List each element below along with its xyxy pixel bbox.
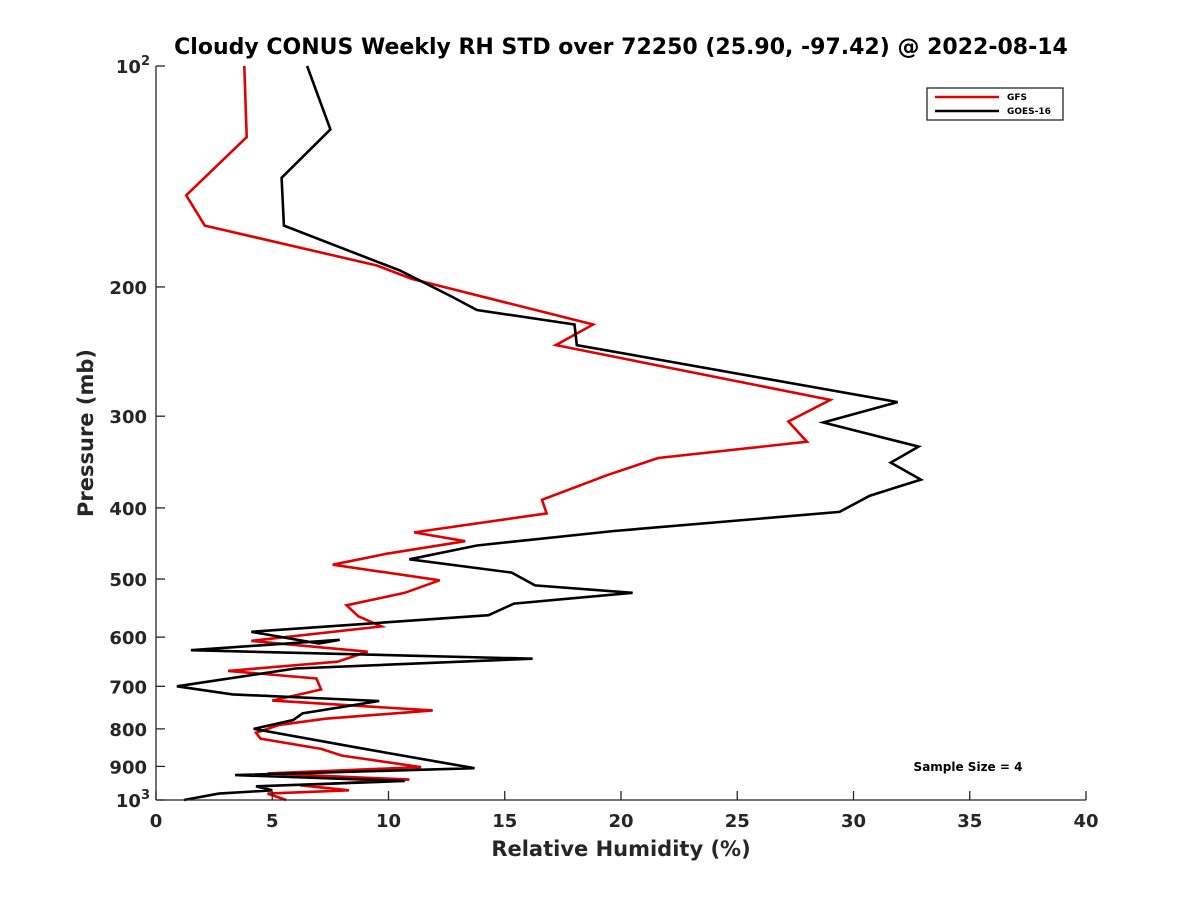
x-tick-label: 20 [608,811,633,832]
y-tick-label: 400 [109,499,147,520]
x-tick-label: 40 [1073,811,1098,832]
legend-label: GFS [1007,93,1027,103]
chart-title: Cloudy CONUS Weekly RH STD over 72250 (2… [174,35,1068,60]
legend: GFS GOES-16 [926,87,1064,121]
sample-size-annotation: Sample Size = 4 [914,760,1023,774]
y-axis-title: Pressure (mb) [74,349,98,517]
x-tick-label: 15 [492,811,517,832]
y-tick-label: 103 [116,788,150,812]
y-tick-label: 500 [109,570,147,591]
x-tick-label: 25 [725,811,750,832]
y-tick-label: 800 [109,720,147,741]
legend-label: GOES-16 [1007,107,1051,117]
series-line-gfs [184,65,835,802]
series-line-goes-16 [176,65,925,802]
x-tick-label: 35 [957,811,982,832]
x-tick-label: 10 [376,811,401,832]
plot-area: 0 5 10 15 20 25 30 35 40 102 200 300 400 500 600 700 800… [109,54,1098,832]
y-tick-label: 900 [109,757,147,778]
y-tick-label: 300 [109,407,147,428]
legend-box [926,87,1064,121]
x-tick-label: 5 [266,811,279,832]
y-tick-label: 700 [109,677,147,698]
x-tick-label: 30 [841,811,866,832]
y-tick-label: 200 [109,278,147,299]
y-tick-label: 102 [116,54,150,78]
y-tick-label: 600 [109,628,147,649]
x-tick-label: 0 [150,811,163,832]
x-axis-title: Relative Humidity (%) [491,837,750,861]
